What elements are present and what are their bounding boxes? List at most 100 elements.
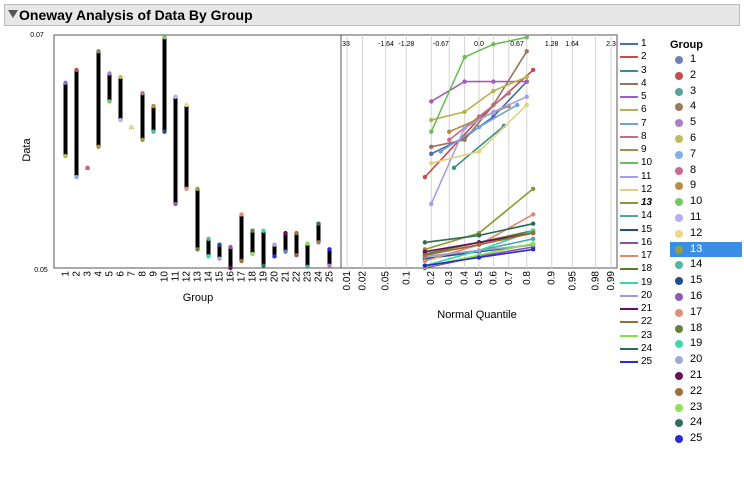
data-point — [239, 258, 244, 264]
group-legend-item[interactable]: 7 — [670, 147, 742, 163]
line-legend-item[interactable]: 13 — [617, 196, 663, 209]
oneway-y-axis-label: Data — [21, 138, 33, 162]
group-legend-item[interactable]: 11 — [670, 210, 742, 226]
group-legend-item[interactable]: 17 — [670, 305, 742, 321]
line-swatch-icon — [620, 202, 638, 204]
line-legend-label: 5 — [641, 91, 647, 102]
group-legend-item[interactable]: 23 — [670, 400, 742, 416]
line-legend-label: 9 — [641, 144, 647, 155]
data-point — [316, 221, 321, 226]
line-legend-item[interactable]: 24 — [617, 342, 663, 355]
group-tick-label: 3 — [83, 271, 94, 277]
range-bar — [173, 96, 178, 204]
group-legend-item[interactable]: 3 — [670, 84, 742, 100]
line-legend-item[interactable]: 12 — [617, 183, 663, 196]
group-legend-item[interactable]: 13 — [670, 241, 742, 258]
series-point-13 — [530, 186, 536, 191]
line-legend-label: 25 — [641, 356, 653, 367]
group-legend-item[interactable]: 9 — [670, 178, 742, 194]
group-legend-item[interactable]: 16 — [670, 289, 742, 305]
group-legend-item[interactable]: 1 — [670, 52, 742, 68]
series-point-5 — [524, 79, 529, 84]
line-legend-item[interactable]: 11 — [617, 170, 663, 183]
group-legend-item[interactable]: 22 — [670, 384, 742, 400]
group-legend-item[interactable]: 6 — [670, 131, 742, 147]
data-point — [74, 174, 79, 180]
group-legend-item[interactable]: 14 — [670, 257, 742, 273]
series-point-7 — [515, 102, 520, 108]
line-legend-item[interactable]: 10 — [617, 156, 663, 169]
group-legend-item[interactable]: 18 — [670, 321, 742, 337]
line-legend-item[interactable]: 14 — [617, 209, 663, 222]
group-legend-item[interactable]: 8 — [670, 163, 742, 179]
line-legend-item[interactable]: 21 — [617, 302, 663, 315]
group-marker-icon — [675, 150, 683, 159]
data-point — [173, 201, 178, 207]
group-legend-item[interactable]: 12 — [670, 226, 742, 242]
disclosure-triangle-icon[interactable] — [8, 10, 18, 18]
line-legend-item[interactable]: 2 — [617, 50, 663, 63]
line-legend-item[interactable]: 22 — [617, 315, 663, 328]
report-title-bar[interactable]: Oneway Analysis of Data By Group — [4, 4, 740, 26]
line-swatch-icon — [620, 122, 638, 125]
quantile-bottom-tick: 0.98 — [591, 271, 602, 291]
quantile-bottom-tick: 0.8 — [522, 271, 533, 285]
line-legend-item[interactable]: 16 — [617, 236, 663, 249]
quantile-bottom-tick: 0.95 — [567, 271, 578, 291]
group-legend: Group 1 2 3 4 5 6 7 8 9 10 11 12 13 14 15 16 17 18 19 20 21 2… — [670, 38, 742, 447]
series-point-23 — [530, 241, 536, 246]
series-point-3 — [451, 165, 457, 171]
line-legend-label: 11 — [641, 170, 652, 182]
line-legend-item[interactable]: 25 — [617, 355, 663, 368]
line-legend-item[interactable]: 19 — [617, 276, 663, 289]
line-legend-label: 22 — [641, 316, 653, 328]
line-legend-item[interactable]: 4 — [617, 77, 663, 90]
series-point-9 — [447, 129, 452, 134]
data-point — [327, 247, 332, 252]
group-legend-item[interactable]: 19 — [670, 336, 742, 352]
line-legend-item[interactable]: 5 — [617, 90, 663, 103]
group-marker-icon — [675, 198, 683, 207]
line-legend-item[interactable]: 18 — [617, 262, 663, 275]
series-point-7 — [438, 149, 443, 154]
line-legend-item[interactable]: 6 — [617, 103, 663, 116]
range-bar — [272, 244, 277, 257]
group-legend-item[interactable]: 2 — [670, 68, 742, 84]
line-legend-label: 7 — [641, 117, 647, 129]
group-legend-item[interactable]: 21 — [670, 368, 742, 384]
series-line-11 — [430, 95, 528, 205]
line-swatch-icon — [620, 82, 638, 85]
group-legend-item[interactable]: 24 — [670, 415, 742, 431]
series-point-11 — [524, 94, 529, 99]
line-legend-item[interactable]: 9 — [617, 143, 663, 156]
group-legend-label: 23 — [690, 400, 703, 413]
data-point — [316, 240, 321, 245]
line-legend-item[interactable]: 1 — [617, 37, 663, 50]
line-legend-item[interactable]: 7 — [617, 117, 663, 130]
group-legend-item[interactable]: 10 — [670, 194, 742, 210]
group-marker-icon — [675, 387, 683, 396]
line-legend-item[interactable]: 8 — [617, 130, 663, 143]
line-legend-item[interactable]: 23 — [617, 329, 663, 342]
line-legend-item[interactable]: 20 — [617, 289, 663, 302]
group-legend-item[interactable]: 4 — [670, 99, 742, 115]
line-legend-item[interactable]: 3 — [617, 64, 663, 77]
quantile-bottom-tick: 0.05 — [381, 271, 392, 291]
line-legend-item[interactable]: 17 — [617, 249, 663, 262]
group-legend-item[interactable]: 20 — [670, 352, 742, 368]
quantile-bottom-tick: 0.01 — [342, 271, 353, 291]
quantile-top-tick: 0.67 — [510, 41, 524, 48]
data-point — [195, 247, 200, 252]
range-bar — [250, 230, 255, 255]
series-point-5 — [429, 99, 434, 104]
data-point — [151, 129, 156, 134]
group-tick-label: 24 — [314, 271, 325, 283]
group-legend-item[interactable]: 25 — [670, 431, 742, 447]
group-legend-label: 18 — [690, 321, 703, 334]
group-marker-icon — [675, 371, 683, 380]
line-legend-item[interactable]: 15 — [617, 223, 663, 236]
group-tick-label: 13 — [193, 271, 204, 283]
data-point — [272, 242, 277, 247]
group-legend-item[interactable]: 5 — [670, 115, 742, 131]
group-legend-item[interactable]: 15 — [670, 273, 742, 289]
